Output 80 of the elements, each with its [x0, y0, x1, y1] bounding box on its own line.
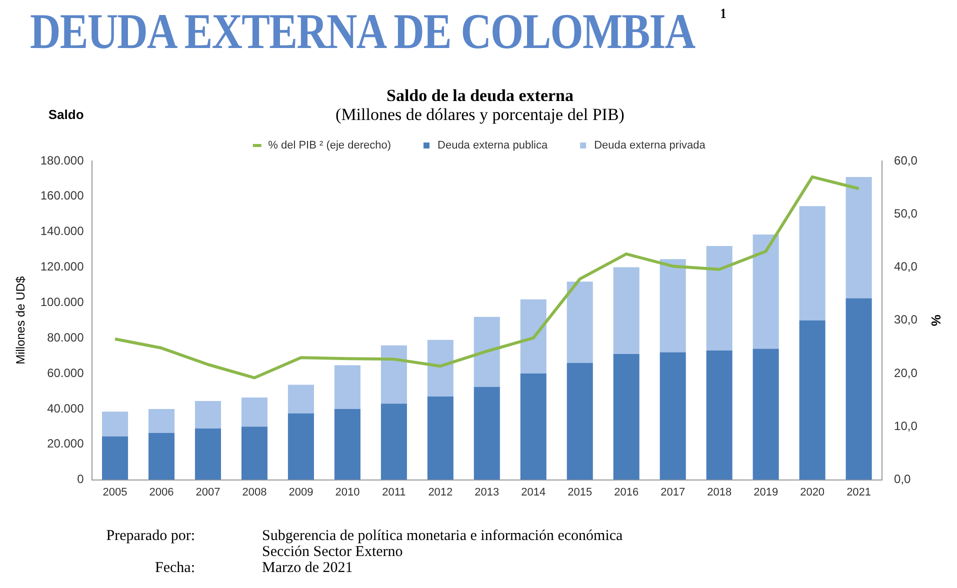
bar	[846, 298, 872, 480]
bar	[380, 404, 407, 480]
x-tick-label: 2006	[149, 486, 174, 498]
text: Subgerencia de política monetaria e información económica Sección Sector Externo	[262, 528, 623, 560]
bar	[799, 206, 826, 320]
bar	[194, 400, 222, 428]
bar	[566, 362, 593, 480]
chart-subtitle: Saldo de la deuda externa (Millones de dólares y porcentaje del PIB)	[334, 86, 626, 124]
bar	[846, 176, 872, 298]
x-tick-label: 2021	[846, 486, 872, 498]
x-tick-label: 2011	[382, 486, 406, 498]
bar	[427, 396, 454, 480]
y2-tick-label: 40,0	[894, 260, 918, 274]
y2-tick-label: 10,0	[894, 418, 918, 433]
bar	[148, 408, 175, 433]
bar	[706, 246, 732, 351]
y-tick-label: 160.000	[40, 188, 84, 203]
text: Preparado por:	[105, 528, 195, 544]
bar	[752, 348, 779, 480]
x-tick-label: 2012	[428, 486, 453, 498]
bar	[566, 282, 593, 363]
y-tick-label: 80.000	[47, 330, 84, 344]
x-tick-label: 2017	[660, 486, 686, 498]
bar	[288, 384, 314, 414]
bar	[660, 259, 686, 352]
x-tick-label: 2015	[568, 486, 592, 498]
bar	[380, 345, 407, 404]
chart-title: DEUDA EXTERNA DE COLOMBIA$^{1}$	[30, 2, 726, 60]
bar	[752, 234, 779, 349]
y2-tick-label: 0,0	[894, 472, 912, 486]
y2-tick-label: 30,0	[894, 312, 918, 327]
bar	[241, 426, 268, 480]
legend-label: Deuda externa publica	[438, 140, 548, 152]
bar	[148, 432, 175, 480]
x-tick-label: 2005	[102, 486, 128, 498]
text: Marzo de 2021	[262, 560, 353, 576]
x-tick-label: 2014	[521, 486, 546, 498]
legend-label: Deuda externa privada	[594, 140, 706, 152]
x-tick-label: 2007	[196, 486, 220, 498]
y-tick-label: 100.000	[40, 295, 84, 309]
x-tick-label: 2020	[800, 486, 825, 498]
y-tick-label: 40.000	[47, 401, 84, 416]
bar	[288, 413, 314, 480]
bar	[613, 267, 640, 354]
x-tick-label: 2010	[335, 486, 360, 498]
bar	[241, 397, 268, 427]
x-tick-label: 2013	[474, 486, 500, 498]
y2-tick-label: 20,0	[894, 366, 918, 380]
bar	[706, 350, 732, 480]
bar	[799, 320, 826, 480]
x-tick-label: 2016	[614, 486, 639, 498]
bar	[613, 354, 640, 480]
y-tick-label: 180.000	[40, 153, 84, 168]
text: Saldo	[48, 107, 84, 122]
bar	[660, 352, 686, 480]
bar	[427, 340, 454, 397]
y-tick-label: 20.000	[47, 436, 84, 451]
x-tick-label: 2009	[288, 486, 314, 498]
y2-tick-label: 50,0	[894, 206, 918, 220]
bar	[474, 386, 500, 480]
y-tick-label: 120.000	[40, 260, 84, 274]
y2-axis-title: %	[928, 314, 944, 327]
bar	[334, 408, 360, 480]
y-tick-label: 60.000	[47, 366, 84, 380]
y-tick-label: 0	[77, 472, 84, 486]
text: Fecha:	[154, 560, 195, 576]
bar	[520, 374, 546, 480]
bar	[334, 365, 360, 409]
bar	[520, 299, 546, 374]
x-tick-label: 2008	[242, 486, 267, 498]
bar	[194, 428, 222, 480]
x-tick-label: 2018	[707, 486, 732, 498]
x-tick-label: 2019	[754, 486, 778, 498]
bar	[102, 436, 128, 480]
y2-tick-label: 60,0	[894, 153, 918, 168]
bar	[474, 316, 500, 387]
y-axis-title: Millones de UD$	[14, 276, 28, 364]
bar	[102, 412, 128, 436]
legend-label: % del PIB ² (eje derecho)	[268, 140, 392, 152]
y-tick-label: 140.000	[40, 224, 84, 238]
